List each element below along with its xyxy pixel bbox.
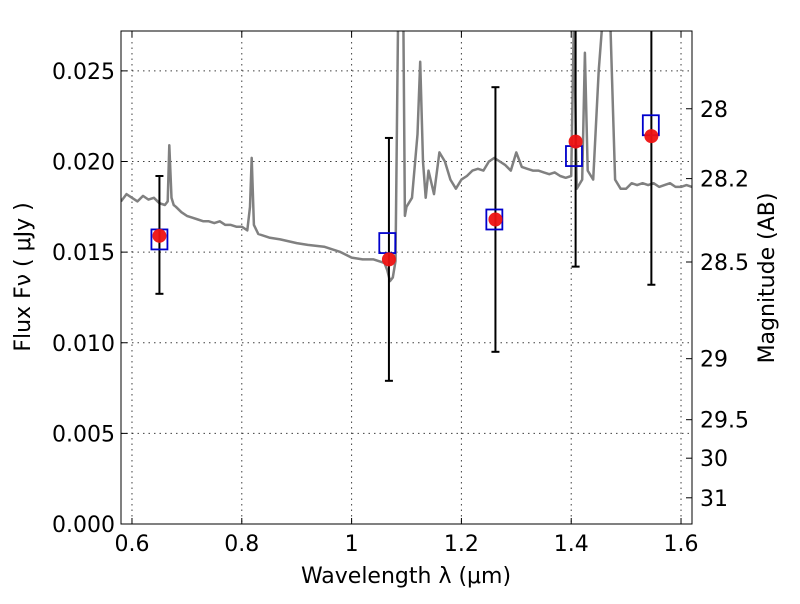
y2-axis-label: Magnitude (AB) — [755, 193, 780, 364]
x-tick-label: 0.8 — [224, 532, 259, 557]
grid-layer — [121, 31, 692, 524]
x-tick-label: 1.4 — [554, 532, 589, 557]
y-tick-label: 0.025 — [52, 60, 115, 85]
y-tick-label: 0.020 — [52, 151, 115, 176]
x-tick-label: 1.2 — [444, 532, 479, 557]
y2-tick-label: 29.5 — [700, 409, 749, 434]
y2-tick-label: 28.5 — [700, 251, 749, 276]
observed-point — [152, 228, 167, 243]
x-axis-label: Wavelength λ (μm) — [301, 564, 511, 589]
y2-tick-label: 28 — [700, 98, 728, 123]
x-tick-label: 1 — [345, 532, 359, 557]
model-band-box — [565, 145, 583, 167]
observed-point — [568, 134, 583, 149]
model-spectrum-line — [121, 31, 692, 283]
y2-tick-label: 30 — [700, 447, 728, 472]
y-tick-label: 0.015 — [52, 241, 115, 266]
model-band-box — [378, 232, 397, 254]
observed-point — [644, 129, 659, 144]
y-axis-label: Flux Fν ( μJy ) — [11, 202, 36, 351]
x-tick-label: 1.6 — [664, 532, 699, 557]
y-tick-label: 0.010 — [52, 332, 115, 357]
spectrum-layer — [121, 31, 692, 283]
y2-tick-label: 28.2 — [700, 168, 749, 193]
y2-tick-label: 29 — [700, 348, 728, 373]
y-tick-label: 0.005 — [52, 422, 115, 447]
x-tick-label: 0.6 — [114, 532, 149, 557]
observed-point — [381, 252, 396, 267]
y-tick-label: 0.000 — [52, 513, 115, 538]
y2-tick-label: 31 — [700, 487, 728, 512]
observed-point — [488, 212, 503, 227]
observed-point-layer — [152, 129, 659, 267]
plot-frame — [120, 30, 693, 525]
tick-layer: 0.6 0.8 1 1.2 1.4 1.6 0.000 0.005 0.010 0.015 0.02… — [52, 31, 749, 557]
